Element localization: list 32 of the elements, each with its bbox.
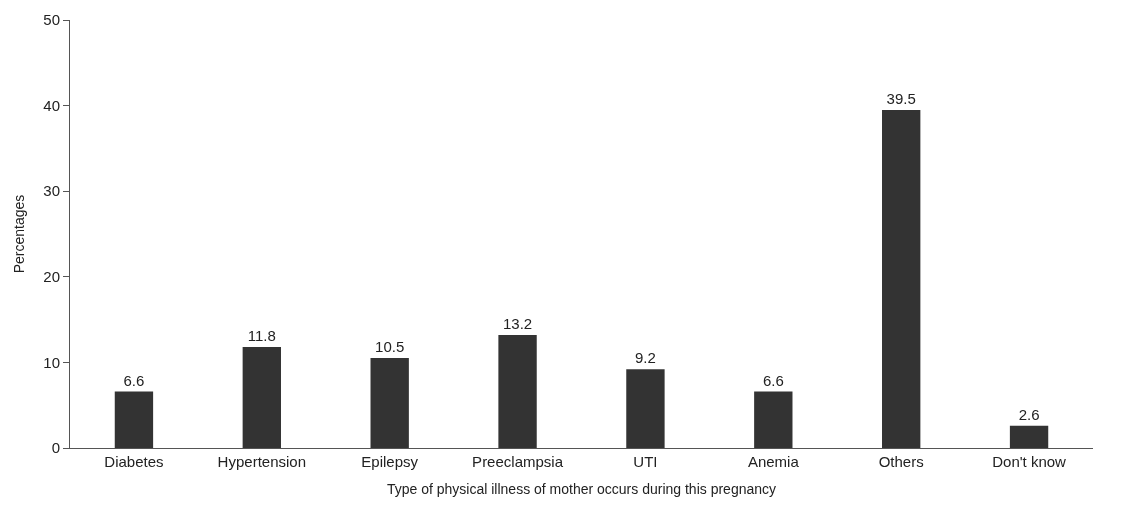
- x-tick-label: Anemia: [747, 453, 800, 470]
- bar: [242, 346, 281, 448]
- x-tick-label: Hypertension: [217, 453, 307, 470]
- bar: [626, 369, 665, 448]
- x-tick-label: Don't know: [992, 453, 1067, 470]
- bar: [498, 335, 537, 448]
- y-tick-label: 40: [43, 96, 60, 114]
- x-tick-label: UTI: [633, 453, 658, 470]
- y-tick-label: 50: [43, 11, 60, 29]
- y-tick-label: 20: [43, 268, 60, 286]
- y-tick-label: 10: [43, 353, 60, 371]
- x-tick-label: Others: [878, 453, 924, 470]
- data-label: 6.6: [762, 371, 784, 389]
- bar: [1009, 425, 1049, 448]
- data-label: 39.5: [886, 89, 916, 107]
- data-label: 9.2: [635, 349, 656, 367]
- x-tick-label: Preeclampsia: [472, 453, 564, 470]
- x-tick-label: Epilepsy: [361, 453, 419, 470]
- bar: [754, 391, 793, 448]
- x-axis-title: Type of physical illness of mother occurs during this pregnancy: [386, 481, 777, 498]
- bar: [370, 358, 409, 448]
- bar: [114, 391, 154, 448]
- data-label: 11.8: [247, 326, 276, 344]
- x-tick-label: Diabetes: [104, 453, 164, 470]
- data-label: 10.5: [375, 338, 405, 356]
- y-axis-title: Percentages: [10, 194, 27, 274]
- data-label: 2.6: [1018, 405, 1040, 423]
- data-label: 13.2: [502, 315, 533, 333]
- y-tick-label: 0: [51, 439, 60, 457]
- bar: [882, 109, 921, 448]
- y-tick-label: 30: [43, 182, 60, 200]
- data-label: 6.6: [123, 371, 145, 389]
